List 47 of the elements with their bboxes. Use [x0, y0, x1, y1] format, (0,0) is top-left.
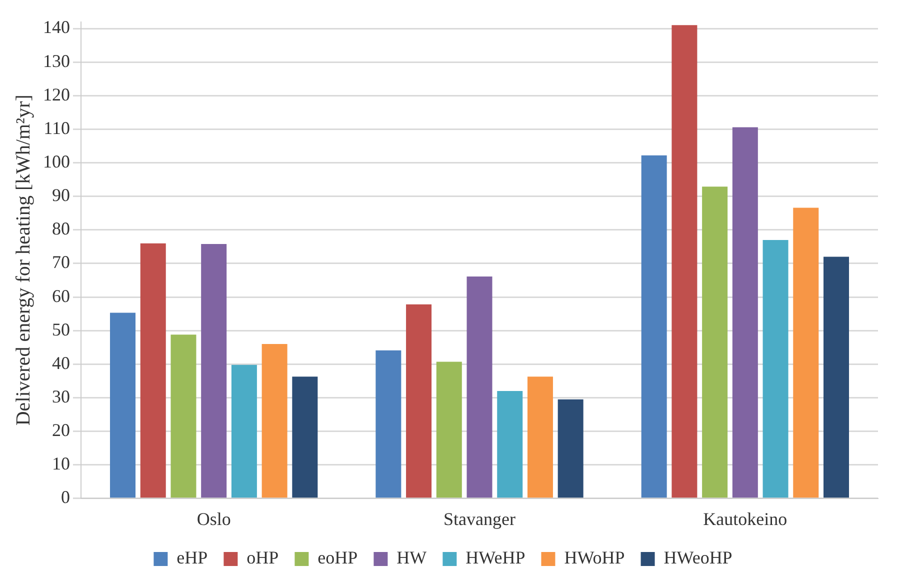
y-tick-label: 10 [52, 454, 70, 474]
legend-label: HWeHP [466, 548, 526, 568]
y-tick-label: 140 [43, 17, 70, 38]
y-tick-label: 120 [43, 84, 70, 104]
bar [702, 186, 728, 498]
legend-label: HWeoHP [664, 548, 732, 568]
y-tick-label: 30 [52, 386, 70, 406]
y-tick-label: 70 [52, 252, 70, 272]
bar [672, 25, 698, 498]
y-tick-label: 80 [52, 218, 70, 239]
bar [292, 376, 318, 498]
y-tick-label: 0 [61, 487, 70, 508]
bar [641, 155, 667, 498]
bar [231, 364, 257, 498]
x-tick-label: Kautokeino [703, 508, 788, 529]
y-tick-label: 90 [52, 185, 70, 206]
y-tick-label: 50 [52, 319, 70, 340]
y-tick-label: 130 [43, 50, 70, 71]
bar [762, 240, 788, 498]
y-tick-label: 60 [52, 286, 70, 306]
bar [732, 127, 758, 498]
x-tick-label: Oslo [196, 508, 231, 529]
bar [140, 243, 166, 498]
bar [376, 350, 402, 498]
legend-label: HW [396, 548, 427, 568]
x-tick-label: Stavanger [444, 508, 516, 529]
bar [497, 390, 523, 498]
y-tick-label: 100 [43, 152, 70, 172]
y-tick-label: 40 [52, 352, 70, 373]
bar [466, 276, 492, 498]
bar [824, 256, 850, 498]
bar [793, 208, 819, 498]
y-axis-title: Delivered energy for heating [kWh/m²yr] [12, 94, 34, 426]
bar [110, 312, 136, 498]
bar [558, 399, 584, 498]
bar [170, 334, 196, 498]
legend-label: oHP [246, 548, 279, 568]
y-tick-label: 20 [52, 420, 70, 440]
bar [406, 304, 432, 498]
y-tick-label: 110 [44, 118, 70, 138]
bar [262, 344, 288, 498]
bar [201, 244, 227, 498]
legend-label: eoHP [318, 548, 358, 568]
legend-label: eHP [176, 548, 208, 568]
legend-label: HWoHP [564, 548, 625, 568]
bar [527, 376, 553, 498]
bar [436, 362, 462, 498]
